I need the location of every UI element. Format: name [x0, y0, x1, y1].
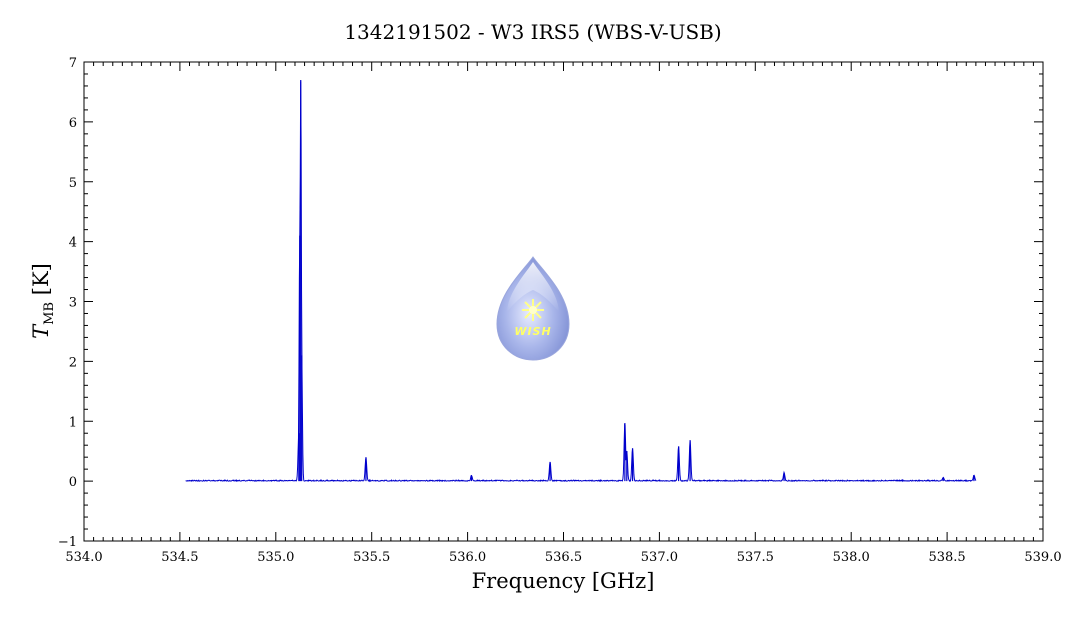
y-tick-label: 0 [69, 475, 77, 490]
y-axis-label-sub: MB [42, 302, 57, 325]
x-tick-label: 537.5 [737, 550, 774, 565]
x-tick-label: 538.5 [928, 550, 965, 565]
y-axis: −1 0 1 2 3 4 5 6 7 [58, 56, 1043, 550]
x-tick-label: 535.5 [353, 550, 390, 565]
x-tick-label: 536.0 [449, 550, 486, 565]
wish-logo: WISH [496, 256, 570, 361]
x-tick-label: 539.0 [1024, 550, 1061, 565]
y-tick-label: 2 [69, 355, 77, 370]
svg-text:TMB [K]: TMB [K] [29, 263, 57, 339]
y-axis-label: TMB [K] [29, 263, 57, 339]
x-tick-label: 535.0 [257, 550, 294, 565]
star-core [529, 306, 537, 314]
x-tick-label: 537.0 [641, 550, 678, 565]
x-tick-label: 534.5 [161, 550, 198, 565]
y-tick-label: 4 [69, 236, 77, 251]
chart-title: 1342191502 - W3 IRS5 (WBS-V-USB) [344, 20, 721, 44]
y-tick-label: 5 [69, 176, 77, 191]
x-axis-label: Frequency [GHz] [472, 569, 655, 593]
y-axis-label-main: T [29, 323, 53, 339]
y-axis-label-unit: [K] [29, 263, 53, 295]
y-tick-label: −1 [58, 535, 77, 550]
x-tick-label: 538.0 [833, 550, 870, 565]
x-tick-label: 534.0 [65, 550, 102, 565]
drop-highlight [507, 262, 559, 312]
y-tick-label: 3 [69, 296, 77, 311]
y-tick-label: 1 [69, 415, 77, 430]
plot-area [185, 79, 977, 483]
x-axis: 534.0 534.5 535.0 535.5 536.0 536.5 537.0 537.5… [65, 62, 1062, 565]
logo-text: WISH [514, 325, 551, 338]
y-tick-label: 7 [69, 56, 77, 71]
y-tick-label: 6 [69, 116, 77, 131]
x-tick-label: 536.5 [545, 550, 582, 565]
series-line [185, 81, 977, 483]
